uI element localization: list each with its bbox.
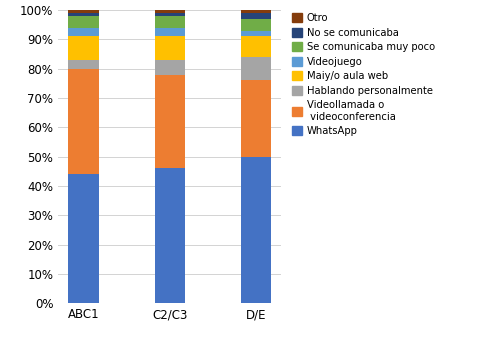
- Bar: [241, 13, 271, 19]
- Bar: [241, 31, 271, 36]
- Bar: [154, 36, 184, 60]
- Bar: [154, 10, 184, 13]
- Bar: [68, 16, 98, 28]
- Bar: [154, 16, 184, 28]
- Bar: [241, 36, 271, 57]
- Bar: [241, 57, 271, 81]
- Bar: [154, 60, 184, 74]
- Bar: [68, 10, 98, 13]
- Bar: [68, 36, 98, 60]
- Bar: [154, 13, 184, 16]
- Bar: [241, 157, 271, 303]
- Bar: [241, 10, 271, 13]
- Bar: [68, 28, 98, 36]
- Bar: [68, 13, 98, 16]
- Bar: [154, 168, 184, 303]
- Legend: Otro, No se comunicaba, Se comunicaba muy poco, Videojuego, Maiy/o aula web, Hab: Otro, No se comunicaba, Se comunicaba mu…: [290, 12, 435, 137]
- Bar: [68, 174, 98, 303]
- Bar: [241, 19, 271, 31]
- Bar: [241, 81, 271, 157]
- Bar: [68, 69, 98, 174]
- Bar: [154, 74, 184, 168]
- Bar: [68, 60, 98, 69]
- Bar: [154, 28, 184, 36]
